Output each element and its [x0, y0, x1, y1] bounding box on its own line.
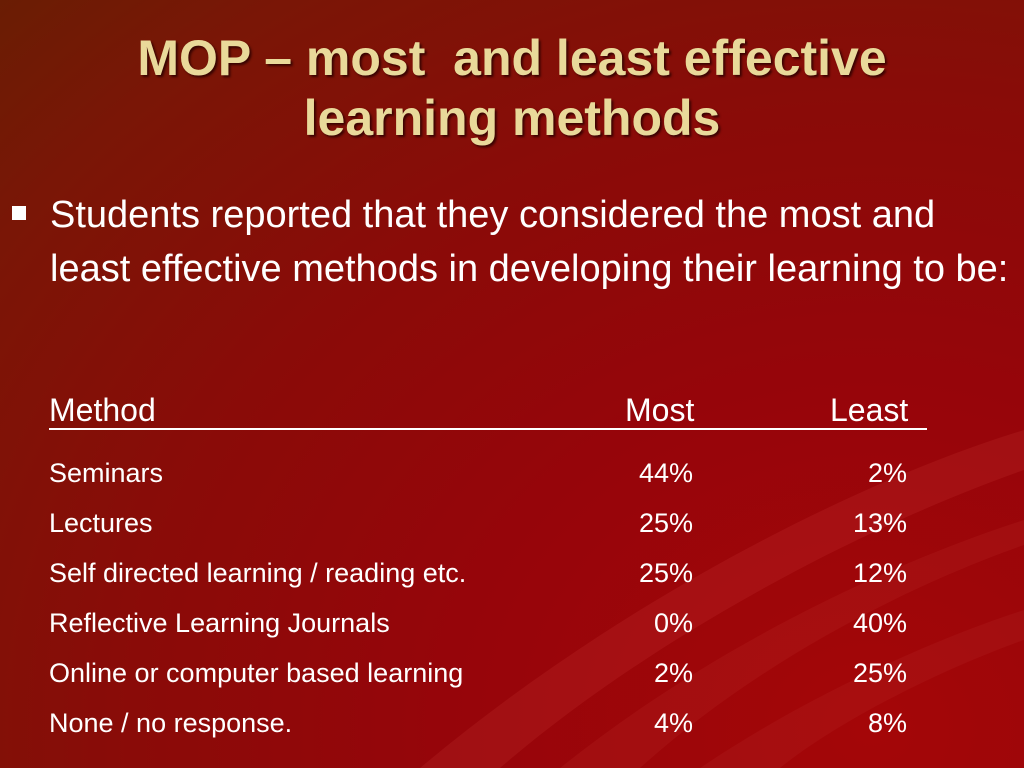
- row-most: 2%: [653, 658, 693, 688]
- row-method: None / no response.: [49, 708, 293, 738]
- row-method: Reflective Learning Journals: [49, 608, 390, 638]
- row-least: 2%: [867, 458, 907, 488]
- slide-title: MOP – most and least effective learning …: [137, 30, 887, 146]
- table-row: None / no response. 4% 8%: [49, 698, 949, 748]
- row-least: 8%: [867, 708, 907, 738]
- row-method: Online or computer based learning: [49, 658, 464, 688]
- table-row: Seminars 44% 2%: [49, 448, 949, 498]
- header-underline: [49, 428, 927, 430]
- table-row: Reflective Learning Journals 0% 40%: [49, 598, 949, 648]
- row-most: 25%: [638, 558, 693, 588]
- header-method: Method: [49, 392, 156, 428]
- header-least: Least: [830, 392, 909, 428]
- row-method: Seminars: [49, 458, 164, 488]
- row-least: 12%: [852, 558, 907, 588]
- square-bullet-icon: [12, 206, 26, 220]
- table-header: Method Most Least: [49, 388, 949, 432]
- bullet-text: Students reported that they considered t…: [50, 194, 1009, 290]
- table-row: Lectures 25% 13%: [49, 498, 949, 548]
- table-body: Seminars 44% 2% Lectures 25% 13% Self di…: [49, 448, 949, 748]
- table-row: Online or computer based learning 2% 25%: [49, 648, 949, 698]
- row-most: 25%: [638, 508, 693, 538]
- table-row: Self directed learning / reading etc. 25…: [49, 548, 949, 598]
- row-method: Lectures: [49, 508, 153, 538]
- header-most: Most: [625, 392, 695, 428]
- row-method: Self directed learning / reading etc.: [49, 558, 467, 588]
- row-least: 40%: [852, 608, 907, 638]
- row-most: 0%: [653, 608, 693, 638]
- row-least: 25%: [852, 658, 907, 688]
- row-most: 4%: [653, 708, 693, 738]
- row-least: 13%: [852, 508, 907, 538]
- row-most: 44%: [638, 458, 693, 488]
- methods-table: Method Most Least Seminars 44% 2% Lectur…: [49, 388, 949, 748]
